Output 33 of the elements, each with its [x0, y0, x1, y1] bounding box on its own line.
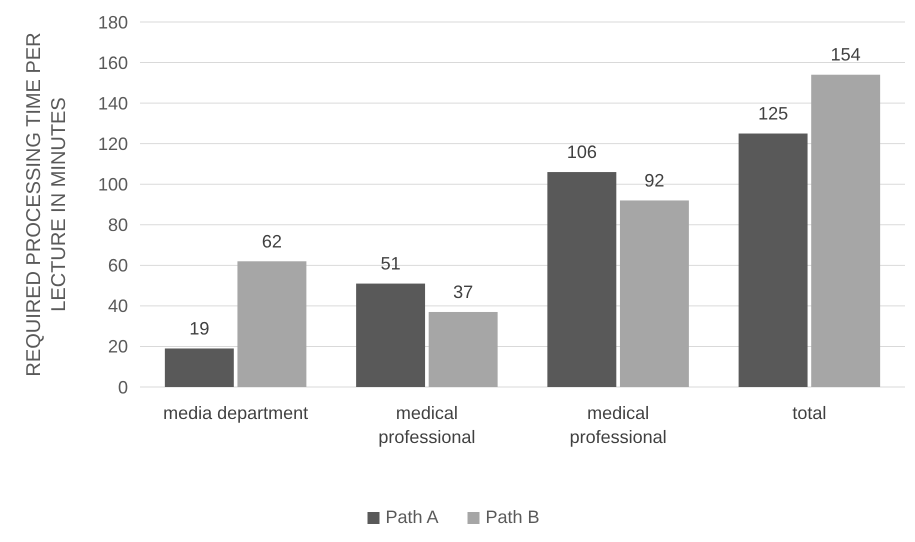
- bar: [811, 74, 880, 387]
- data-label: 106: [566, 142, 597, 162]
- data-label: 37: [453, 282, 474, 302]
- data-label: 154: [830, 44, 861, 65]
- data-label: 125: [758, 104, 788, 124]
- bar: [547, 172, 616, 387]
- y-axis-title: REQUIRED PROCESSING TIME PER LECTURE IN MINUTES: [23, 32, 70, 377]
- y-tick-label: 60: [108, 256, 128, 276]
- legend-label: Path A: [386, 507, 439, 527]
- y-tick-label: 180: [98, 12, 128, 32]
- bar: [356, 284, 426, 387]
- x-tick-label: total: [792, 403, 826, 423]
- x-tick-label: medical professional: [570, 403, 667, 447]
- x-tick-label: medical professional: [378, 403, 476, 447]
- y-tick-label: 0: [118, 377, 128, 398]
- x-tick-label: media department: [163, 403, 308, 423]
- bar: [428, 312, 498, 387]
- bar: [620, 200, 689, 387]
- bar: [738, 134, 808, 387]
- legend-label: Path B: [486, 507, 540, 527]
- data-label: 92: [644, 170, 664, 190]
- data-label: 19: [189, 318, 210, 338]
- bar: [164, 348, 234, 387]
- y-tick-label: 160: [98, 52, 128, 73]
- data-label: 62: [262, 231, 282, 252]
- y-tick-label: 40: [108, 296, 128, 316]
- y-tick-label: 100: [98, 174, 128, 195]
- y-tick-label: 80: [108, 215, 128, 236]
- y-tick-label: 20: [108, 336, 128, 357]
- y-tick-label: 140: [98, 93, 128, 114]
- bar: [237, 261, 306, 387]
- data-label: 51: [380, 254, 401, 274]
- y-tick-label: 120: [98, 134, 128, 154]
